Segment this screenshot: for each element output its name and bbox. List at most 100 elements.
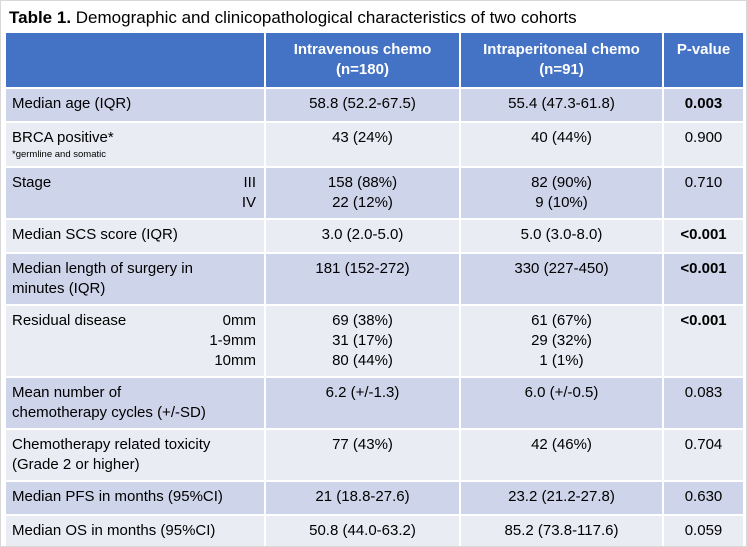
row-label: Median OS in months (95%CI) [12,521,215,541]
row-label: Median length of surgery in minutes (IQR) [12,259,193,299]
intravenous-value-cell: 58.8 (52.2-67.5) [266,89,459,121]
intravenous-value-line: 69 (38%) [332,312,393,329]
intraperitoneal-value-line: 1 (1%) [539,352,584,369]
intraperitoneal-value-cell: 330 (227-450) [461,254,662,304]
pvalue-cell: 0.630 [664,482,743,514]
pvalue-cell: 0.083 [664,378,743,428]
intraperitoneal-value-line: 330 (227-450) [514,260,609,277]
row-label-line: Mean number of [12,384,122,401]
intraperitoneal-value-cell: 55.4 (47.3-61.8) [461,89,662,121]
pvalue-cell: <0.001 [664,220,743,252]
intraperitoneal-value-line: 6.0 (+/-0.5) [524,384,599,401]
row-label: Residual disease [12,311,126,331]
intravenous-value-cell: 6.2 (+/-1.3) [266,378,459,428]
intraperitoneal-value-cell: 42 (46%) [461,430,662,480]
intravenous-value-line: 22 (12%) [332,194,393,211]
row-sublabel: III [243,174,256,191]
pvalue-cell: 0.003 [664,89,743,121]
intravenous-value-line: 21 (18.8-27.6) [315,488,410,505]
header-pvalue-label: P-value [676,41,731,58]
intraperitoneal-value-cell: 23.2 (21.2-27.8) [461,482,662,514]
intraperitoneal-value-cell: 82 (90%) 9 (10%) [461,168,662,218]
table-title-number: Table 1. [9,8,72,27]
header-cell-intravenous: Intravenous chemo (n=180) [266,33,459,87]
intravenous-value-line: 181 (152-272) [315,260,410,277]
row-label-line: Residual disease [12,312,127,329]
intravenous-value-line: 80 (44%) [332,352,393,369]
row-label-line: Chemotherapy related toxicity [12,436,211,453]
row-label: Stage [12,173,51,193]
intravenous-value-line: 3.0 (2.0-5.0) [321,226,404,243]
intraperitoneal-value-line: 85.2 (73.8-117.6) [504,522,619,539]
table-title-caption: Demographic and clinicopathological char… [71,8,577,27]
row-label: Median SCS score (IQR) [12,225,178,245]
intravenous-value-cell: 43 (24%) [266,123,459,166]
row-label-line: minutes (IQR) [12,280,106,297]
row-label-line: Median PFS in months (95%CI) [12,488,223,505]
intraperitoneal-value-line: 40 (44%) [531,129,592,146]
intraperitoneal-value-cell: 40 (44%) [461,123,662,166]
intraperitoneal-value-cell: 6.0 (+/-0.5) [461,378,662,428]
pvalue-cell: 0.710 [664,168,743,218]
pvalue-cell: <0.001 [664,306,743,376]
intravenous-value-line: 31 (17%) [332,332,393,349]
row-label-footnote: *germline and somatic [12,149,106,160]
row-sublabel: 10mm [214,352,256,369]
row-label-cell: Stage III IV [6,168,264,218]
intraperitoneal-value-line: 23.2 (21.2-27.8) [508,488,615,505]
intravenous-value-cell: 3.0 (2.0-5.0) [266,220,459,252]
row-label-cell: Mean number of chemotherapy cycles (+/-SD… [6,378,264,428]
intraperitoneal-value-line: 42 (46%) [531,436,592,453]
intraperitoneal-value-line: 29 (32%) [531,332,592,349]
row-label: Median PFS in months (95%CI) [12,487,223,507]
intravenous-value-line: 6.2 (+/-1.3) [325,384,400,401]
row-label-cell: Chemotherapy related toxicity (Grade 2 or… [6,430,264,480]
header-intraperitoneal-n: (n=91) [539,61,584,78]
header-intravenous-title: Intravenous chemo [293,41,432,58]
row-label-cell: Median SCS score (IQR) [6,220,264,252]
intravenous-value-line: 158 (88%) [327,174,398,191]
row-label-cell: Median PFS in months (95%CI) [6,482,264,514]
row-label-line: Median age (IQR) [12,95,132,112]
row-label-cell: Median OS in months (95%CI) [6,516,264,546]
row-label-cell: Residual disease 0mm 1-9mm 10mm [6,306,264,376]
row-label: BRCA positive* *germline and somatic [12,128,114,161]
row-sublabel: IV [241,194,256,211]
row-label-line: Median OS in months (95%CI) [12,522,216,539]
header-intraperitoneal-title: Intraperitoneal chemo [483,41,640,58]
intravenous-value-cell: 50.8 (44.0-63.2) [266,516,459,546]
row-label-line: Median SCS score (IQR) [12,226,178,243]
intravenous-value-line: 77 (43%) [332,436,393,453]
intravenous-value-cell: 158 (88%) 22 (12%) [266,168,459,218]
row-sublabels: 0mm 1-9mm 10mm [126,311,256,371]
intraperitoneal-value-line: 82 (90%) [531,174,592,191]
header-cell-pvalue: P-value [664,33,743,87]
header-empty-cell [6,33,264,87]
pvalue-cell: 0.900 [664,123,743,166]
intravenous-value-cell: 69 (38%) 31 (17%) 80 (44%) [266,306,459,376]
intravenous-value-cell: 181 (152-272) [266,254,459,304]
row-label: Chemotherapy related toxicity (Grade 2 or… [12,435,210,475]
intravenous-value-cell: 77 (43%) [266,430,459,480]
intraperitoneal-value-line: 61 (67%) [531,312,592,329]
intraperitoneal-value-cell: 5.0 (3.0-8.0) [461,220,662,252]
demographics-table: Intravenous chemo (n=180) Intraperitoneal … [6,33,743,546]
pvalue-cell: 0.059 [664,516,743,546]
row-label-cell: Median length of surgery in minutes (IQR) [6,254,264,304]
row-label: Mean number of chemotherapy cycles (+/-SD… [12,383,206,423]
row-label-line: chemotherapy cycles (+/-SD) [12,404,206,421]
intraperitoneal-value-line: 5.0 (3.0-8.0) [520,226,603,243]
row-sublabels: III IV [51,173,256,213]
row-label-line: (Grade 2 or higher) [12,456,140,473]
row-label-cell: BRCA positive* *germline and somatic [6,123,264,166]
row-label-line: BRCA positive* [12,129,114,146]
intraperitoneal-value-cell: 61 (67%) 29 (32%) 1 (1%) [461,306,662,376]
intravenous-value-line: 50.8 (44.0-63.2) [309,522,416,539]
intraperitoneal-value-cell: 85.2 (73.8-117.6) [461,516,662,546]
table-title: Table 1. Demographic and clinicopatholog… [1,1,746,32]
row-sublabel: 1-9mm [209,332,256,349]
row-label-line: Stage [12,174,52,191]
intravenous-value-cell: 21 (18.8-27.6) [266,482,459,514]
row-label-line: Median length of surgery in [12,260,193,277]
